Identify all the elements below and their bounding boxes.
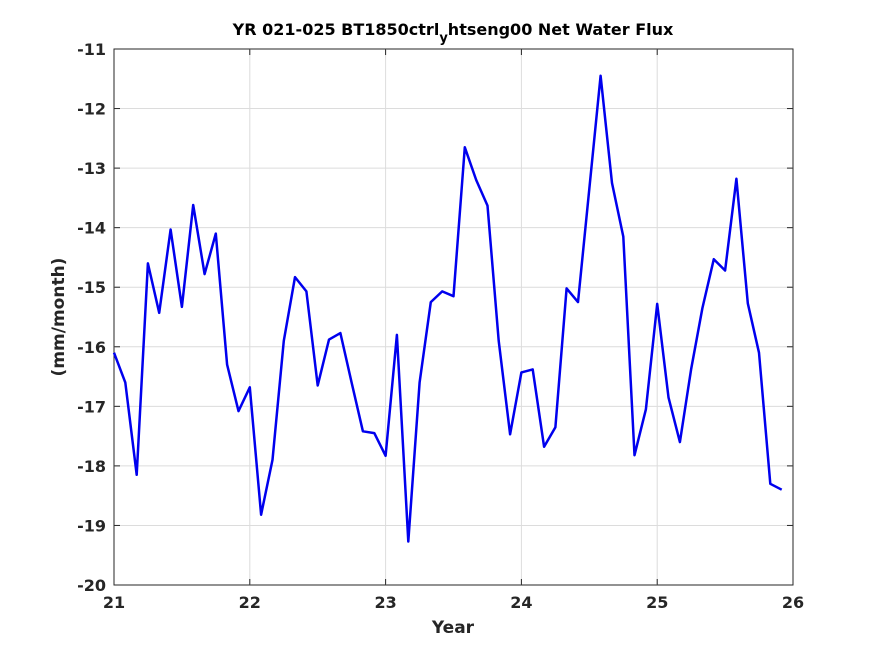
y-tick-label: -16 [77, 338, 106, 357]
x-tick-label: 22 [239, 593, 261, 612]
x-tick-labels: 21 22 23 24 25 26 [103, 593, 804, 612]
x-axis-label: Year [431, 618, 475, 638]
chart-title-main: YR 021-025 BT1850ctrl [232, 20, 440, 39]
x-tick-label: 23 [374, 593, 396, 612]
series-line [112, 74, 783, 543]
chart-title-rest: htseng00 Net Water Flux [448, 20, 674, 39]
chart-title: YR 021-025 BT1850ctrlyhtseng00 Net Water… [232, 20, 674, 46]
y-tick-label: -14 [77, 219, 106, 238]
chart-title-subscript: y [439, 31, 448, 46]
y-tick-label: -15 [77, 278, 106, 297]
tick-marks [113, 48, 794, 586]
y-tick-label: -12 [77, 100, 106, 119]
y-axis-label: (mm/month) [49, 258, 69, 377]
y-tick-labels: -20 -19 -18 -17 -16 -15 -14 -13 -12 -11 [77, 40, 106, 595]
y-tick-label: -18 [77, 457, 106, 476]
x-tick-label: 21 [103, 593, 125, 612]
y-tick-label: -17 [77, 397, 106, 416]
y-tick-label: -11 [77, 40, 106, 59]
plot-area [113, 48, 794, 586]
x-tick-label: 25 [646, 593, 668, 612]
y-tick-label: -20 [77, 576, 106, 595]
x-tick-label: 26 [782, 593, 804, 612]
y-tick-label: -19 [77, 516, 106, 535]
y-tick-label: -13 [77, 159, 106, 178]
x-gridlines [249, 49, 658, 585]
x-tick-label: 24 [510, 593, 532, 612]
